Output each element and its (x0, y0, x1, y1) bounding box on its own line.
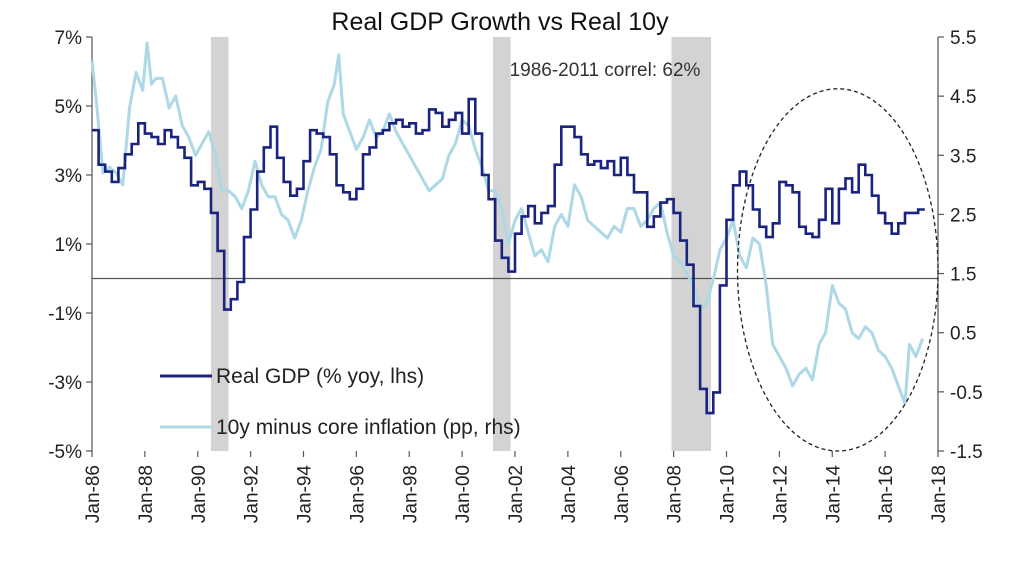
recession-bands (210, 37, 712, 451)
right-tick-label: 2.5 (950, 205, 976, 226)
right-tick-label: -0.5 (950, 383, 983, 404)
right-tick-label: 1.5 (950, 265, 976, 286)
x-tick-label: Jan-98 (400, 465, 421, 523)
x-tick-label: Jan-02 (506, 465, 527, 523)
x-tick-label: Jan-92 (242, 465, 263, 523)
right-tick-label: 4.5 (950, 87, 976, 108)
x-tick-label: Jan-86 (83, 465, 104, 523)
legend-label-real-10y: 10y minus core inflation (pp, rhs) (216, 416, 521, 439)
tick-labels: 7% 5% 3% 1% -1% -3% -5% 5.5 4.5 3.5 2.5 1.5 0.5 -0.5 -… (48, 28, 983, 523)
left-tick-label: -3% (48, 373, 82, 394)
x-tick-label: Jan-90 (189, 465, 210, 523)
x-tick-label: Jan-08 (665, 465, 686, 523)
series-line-gdp (92, 97, 925, 415)
right-tick-label: 5.5 (950, 28, 976, 49)
x-tick-label: Jan-10 (718, 465, 739, 523)
x-tick-label: Jan-18 (929, 465, 950, 523)
left-tick-label: -5% (48, 442, 82, 463)
right-tick-label: 3.5 (950, 146, 976, 167)
x-tick-label: Jan-12 (770, 465, 791, 523)
x-tick-label: Jan-94 (295, 465, 316, 524)
x-tick-label: Jan-16 (876, 465, 897, 523)
right-tick-label: -1.5 (950, 442, 983, 463)
x-tick-label: Jan-04 (559, 465, 580, 524)
series-lines (90, 41, 925, 415)
series-line-real-10y (90, 41, 925, 406)
highlight-ellipse (736, 88, 939, 452)
x-tick-label: Jan-06 (612, 465, 633, 523)
correlation-annotation: 1986-2011 correl: 62% (510, 60, 701, 81)
x-tick-label: Jan-88 (136, 465, 157, 523)
x-tick-label: Jan-14 (823, 465, 844, 524)
legend-label-gdp: Real GDP (% yoy, lhs) (216, 365, 424, 388)
left-tick-label: 7% (55, 28, 83, 49)
x-tick-label: Jan-00 (453, 465, 474, 523)
recession-band-0 (210, 37, 229, 451)
left-tick-label: -1% (48, 304, 82, 325)
recession-band-2 (671, 37, 712, 451)
left-tick-label: 5% (55, 97, 83, 118)
left-tick-label: 3% (55, 166, 83, 187)
right-tick-label: 0.5 (950, 324, 976, 345)
x-tick-label: Jan-96 (347, 465, 368, 523)
axes (86, 36, 944, 457)
legend: Real GDP (% yoy, lhs) 10y minus core inf… (160, 365, 521, 439)
left-tick-label: 1% (55, 235, 83, 256)
chart-title: Real GDP Growth vs Real 10y (331, 8, 669, 36)
